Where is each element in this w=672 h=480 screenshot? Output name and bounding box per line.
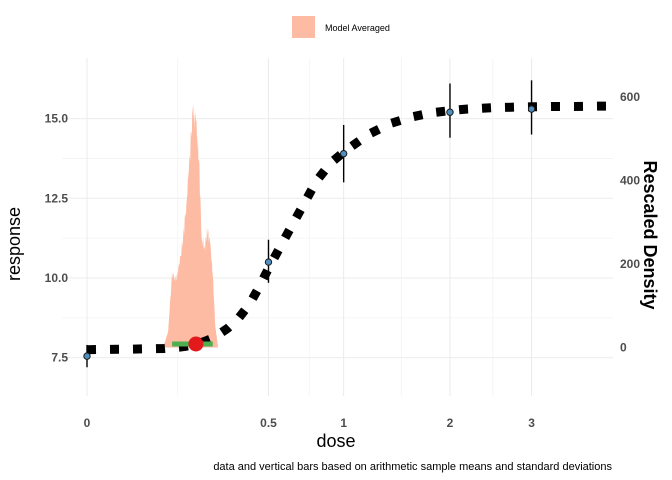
y2-axis-title: Rescaled Density (640, 160, 660, 309)
caption: data and vertical bars based on arithmet… (213, 461, 612, 473)
density-layer (163, 102, 218, 348)
y2-tick-label: 400 (620, 174, 640, 188)
axes: 7.5 10.0 12.5 15.0 0 200 400 600 0 0.5 1 2 3 (45, 90, 641, 430)
x-tick-label: 3 (528, 416, 535, 430)
observation-point (83, 352, 91, 360)
bmd-estimate-point (188, 336, 204, 352)
curve-layer (86, 101, 613, 355)
x-axis-title: dose (316, 431, 355, 451)
x-tick-label: 2 (447, 416, 454, 430)
legend: Model Averaged (292, 16, 390, 38)
observation-point (527, 105, 536, 113)
y-tick-label: 12.5 (45, 191, 69, 205)
y-tick-label: 15.0 (45, 112, 69, 126)
observation-point (339, 149, 348, 158)
x-tick-label: 0 (84, 416, 91, 430)
legend-label-model-averaged: Model Averaged (325, 23, 390, 33)
y2-tick-label: 600 (620, 90, 640, 104)
x-tick-label: 0.5 (260, 416, 277, 430)
model-averaged-density (163, 102, 218, 348)
x-tick-label: 1 (340, 416, 347, 430)
y-axis-title: response (4, 207, 24, 281)
legend-swatch-model-averaged (292, 16, 315, 38)
observation-point (264, 258, 273, 266)
model-curve (86, 101, 613, 355)
y-tick-label: 7.5 (51, 351, 68, 365)
y2-tick-label: 0 (620, 341, 627, 355)
observations-layer (83, 80, 536, 368)
y-tick-label: 10.0 (45, 271, 69, 285)
bmd-layer (172, 336, 213, 352)
y2-tick-label: 200 (620, 257, 640, 271)
observation-point (446, 108, 454, 116)
